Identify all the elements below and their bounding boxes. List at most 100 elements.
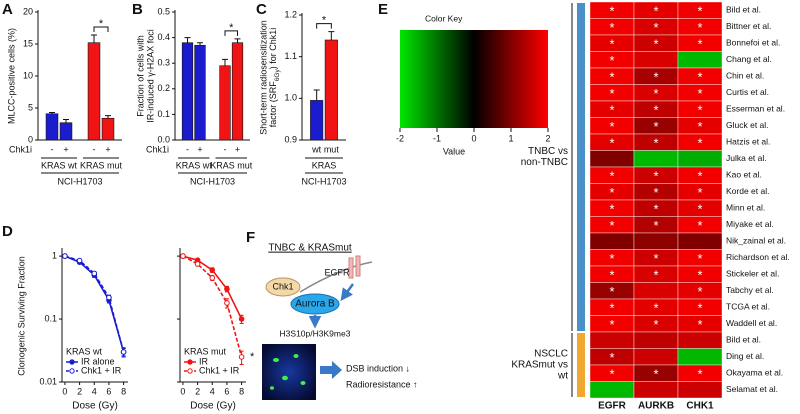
x-tick-label: + [63, 144, 68, 154]
y-axis-label: IR-induced γ-H2AX foci [145, 29, 155, 123]
group-label: KRAS wt [176, 160, 213, 170]
y-tick-label: 0.9 [284, 134, 297, 144]
y-axis-label: MLCC-positive cells (%) [6, 28, 16, 124]
significance-star: * [697, 103, 702, 118]
error-bar [91, 34, 97, 43]
y-tick-label: 0.4 [157, 32, 170, 42]
significance-star: * [697, 317, 702, 332]
significance-star: * [653, 185, 658, 200]
heat-cell [677, 150, 723, 168]
cell-line-label: NCI-H1703 [301, 176, 346, 186]
marker [238, 316, 245, 322]
x-tick-label: - [51, 144, 54, 154]
significance-star: * [653, 4, 658, 19]
significance-star: * [697, 169, 702, 184]
y-tick-label: 1.0 [284, 93, 297, 103]
y-tick-label: 0.1 [44, 313, 57, 323]
aurora-node [290, 293, 340, 315]
row-label: Richardson et al. [726, 252, 790, 262]
column-label: CHK1 [686, 401, 714, 412]
significance-star: * [609, 53, 614, 68]
bar [310, 100, 324, 141]
row-label: Bild et al. [726, 5, 761, 15]
marker [62, 253, 68, 259]
legend-marker [69, 368, 75, 374]
significance-star: * [697, 20, 702, 35]
y-axis-label: factor (SRF6Gy) for Chk1i [268, 28, 281, 127]
row-label: Curtis et al. [726, 87, 769, 97]
bar [45, 113, 59, 141]
colorbar-tick-label: -2 [396, 133, 404, 143]
group-bar [577, 333, 585, 397]
y-tick-label: 1.1 [284, 51, 297, 61]
row-label: Tabchy et al. [726, 285, 774, 295]
y-tick-label: 5 [28, 102, 33, 112]
marker [209, 275, 216, 281]
group-label: wt [557, 371, 568, 382]
heat-cell [589, 331, 635, 349]
significance-star: * [653, 202, 658, 217]
row-label: Stickeler et al. [726, 269, 779, 279]
significance-star: * [697, 4, 702, 19]
heat-cell [589, 232, 635, 250]
group-label: KRAS mut [210, 160, 253, 170]
x-tick-label: 0 [62, 386, 67, 396]
x-tick-label: 2 [77, 386, 82, 396]
group-label: non-TNBC [521, 157, 568, 168]
x-tick-label: - [93, 144, 96, 154]
significance-star: * [653, 20, 658, 35]
arrow [340, 283, 355, 302]
heat-cell [633, 348, 679, 366]
significance-star: * [609, 284, 614, 299]
significance-star: * [653, 86, 658, 101]
significance-star: * [697, 268, 702, 283]
row-label: Esserman et al. [726, 104, 785, 114]
significance-star: * [609, 103, 614, 118]
legend-title: KRAS wt [66, 346, 103, 356]
significance-star: * [697, 202, 702, 217]
significance-star: * [697, 86, 702, 101]
marker [238, 354, 245, 360]
significance-star: * [653, 317, 658, 332]
row-label: Ding et al. [726, 351, 764, 361]
significance-star: * [697, 70, 702, 85]
colorbar-title: Color Key [425, 13, 463, 23]
legend-label: Chk1 + IR [199, 365, 240, 375]
colorbar-tick-label: 1 [508, 133, 513, 143]
significance-star: * [609, 136, 614, 151]
significance-star: * [653, 136, 658, 151]
row-label: Chk1i [9, 144, 32, 154]
marker [76, 257, 83, 264]
group-label: KRAS mut [80, 160, 123, 170]
focus [300, 381, 306, 385]
marker [180, 253, 186, 259]
significance-star: * [697, 136, 702, 151]
marker [91, 270, 98, 277]
y-tick-label: 1 [52, 250, 57, 260]
x-tick-label: - [224, 144, 227, 154]
colorbar-tick-label: 0 [471, 133, 476, 143]
marker [194, 261, 201, 267]
heat-cell [633, 381, 679, 399]
y-tick-label: 20 [23, 6, 33, 16]
significance-star: * [697, 185, 702, 200]
panel-label: A [2, 1, 13, 18]
significance-star: * [697, 37, 702, 52]
significance-bracket [93, 26, 109, 33]
series-line [64, 255, 125, 353]
group-label: TNBC vs [528, 146, 568, 157]
group-label: KRAS wt [41, 160, 78, 170]
y-tick-label: 0.3 [157, 58, 170, 68]
x-tick-label: 2 [195, 386, 200, 396]
receptor [355, 255, 361, 277]
aurora-label: Aurora B [295, 299, 335, 310]
heat-cell [677, 232, 723, 250]
significance-star: * [653, 37, 658, 52]
row-label: Kao et al. [726, 170, 762, 180]
group-bar [577, 3, 585, 331]
heat-cell [677, 51, 723, 69]
error-bar [49, 111, 55, 114]
x-tick-label: 8 [239, 386, 244, 396]
row-label: Chk1i [146, 144, 169, 154]
